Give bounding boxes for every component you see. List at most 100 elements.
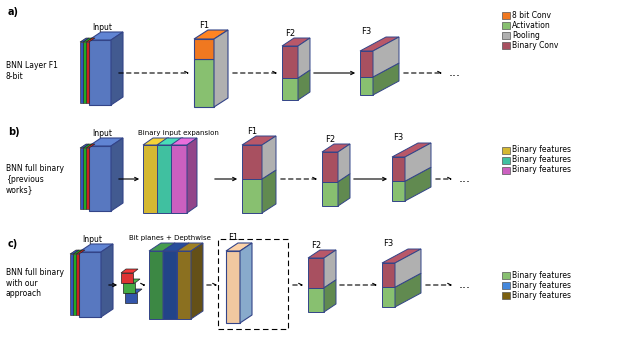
- Bar: [502, 282, 510, 288]
- Text: F3: F3: [361, 27, 371, 36]
- Polygon shape: [177, 251, 191, 319]
- Polygon shape: [163, 243, 175, 319]
- Text: Bit planes + Depthwise: Bit planes + Depthwise: [129, 235, 211, 241]
- Bar: [218, 239, 288, 329]
- Polygon shape: [89, 138, 123, 146]
- Polygon shape: [392, 143, 431, 157]
- Polygon shape: [338, 144, 350, 182]
- Polygon shape: [70, 254, 73, 315]
- Polygon shape: [395, 273, 421, 307]
- Polygon shape: [214, 30, 228, 107]
- Text: ...: ...: [459, 172, 471, 186]
- Polygon shape: [83, 38, 92, 42]
- Polygon shape: [79, 252, 101, 317]
- Polygon shape: [405, 167, 431, 201]
- Polygon shape: [360, 51, 373, 77]
- Polygon shape: [262, 136, 276, 179]
- Polygon shape: [282, 38, 310, 46]
- Text: F2: F2: [311, 241, 321, 250]
- Polygon shape: [324, 280, 336, 312]
- Polygon shape: [298, 70, 310, 100]
- Text: Activation: Activation: [512, 20, 551, 30]
- Polygon shape: [171, 138, 197, 145]
- Polygon shape: [240, 243, 252, 323]
- Polygon shape: [177, 243, 189, 319]
- Text: F3: F3: [383, 240, 393, 248]
- Polygon shape: [322, 182, 338, 206]
- Polygon shape: [308, 258, 324, 288]
- Text: a): a): [8, 7, 19, 17]
- Text: Input: Input: [82, 235, 102, 243]
- Text: BNN full binary
{previous
works}: BNN full binary {previous works}: [6, 164, 64, 194]
- Polygon shape: [89, 146, 111, 211]
- Polygon shape: [173, 138, 183, 213]
- Polygon shape: [80, 38, 89, 42]
- Polygon shape: [80, 42, 83, 103]
- Text: Binary Conv: Binary Conv: [512, 40, 558, 50]
- Polygon shape: [70, 250, 79, 254]
- Text: Binary input expansion: Binary input expansion: [138, 130, 218, 136]
- Polygon shape: [83, 148, 86, 209]
- Text: F1: F1: [199, 20, 209, 30]
- Text: Binary features: Binary features: [512, 281, 571, 290]
- Polygon shape: [123, 283, 135, 293]
- Polygon shape: [121, 273, 133, 283]
- Text: Pooling: Pooling: [512, 30, 540, 40]
- Polygon shape: [86, 38, 95, 42]
- Polygon shape: [242, 145, 262, 179]
- Polygon shape: [143, 145, 159, 213]
- Bar: [502, 11, 510, 19]
- Polygon shape: [157, 145, 173, 213]
- Text: Binary features: Binary features: [512, 271, 571, 280]
- Text: BNN Layer F1
8-bit: BNN Layer F1 8-bit: [6, 61, 58, 81]
- Bar: [502, 166, 510, 174]
- Text: BNN full binary
with our
approach: BNN full binary with our approach: [6, 268, 64, 298]
- Polygon shape: [111, 138, 123, 211]
- Polygon shape: [360, 77, 373, 95]
- Polygon shape: [322, 152, 338, 182]
- Text: Input: Input: [92, 22, 112, 31]
- Polygon shape: [163, 251, 177, 319]
- Text: Binary features: Binary features: [512, 146, 571, 155]
- Bar: [502, 156, 510, 164]
- Polygon shape: [382, 249, 421, 263]
- Polygon shape: [405, 143, 431, 181]
- Bar: [502, 41, 510, 49]
- Polygon shape: [76, 254, 79, 315]
- Bar: [502, 21, 510, 29]
- Polygon shape: [392, 181, 405, 201]
- Polygon shape: [83, 42, 86, 103]
- Polygon shape: [194, 39, 214, 59]
- Polygon shape: [149, 243, 175, 251]
- Polygon shape: [80, 144, 89, 148]
- Text: ...: ...: [459, 278, 471, 292]
- Polygon shape: [194, 30, 228, 39]
- Polygon shape: [242, 179, 262, 213]
- Polygon shape: [149, 251, 163, 319]
- Polygon shape: [382, 263, 395, 287]
- Polygon shape: [163, 243, 189, 251]
- Polygon shape: [125, 289, 142, 293]
- Text: ...: ...: [449, 66, 461, 80]
- Text: c): c): [8, 239, 19, 249]
- Polygon shape: [80, 148, 83, 209]
- Polygon shape: [143, 138, 169, 145]
- Bar: [502, 146, 510, 154]
- Polygon shape: [324, 250, 336, 288]
- Polygon shape: [73, 250, 82, 254]
- Polygon shape: [191, 243, 203, 319]
- Polygon shape: [373, 37, 399, 77]
- Polygon shape: [123, 279, 140, 283]
- Polygon shape: [298, 38, 310, 78]
- Polygon shape: [111, 32, 123, 105]
- Text: Binary features: Binary features: [512, 156, 571, 165]
- Polygon shape: [262, 170, 276, 213]
- Polygon shape: [282, 46, 298, 78]
- Polygon shape: [395, 249, 421, 287]
- Text: Binary features: Binary features: [512, 291, 571, 300]
- Text: F1: F1: [247, 126, 257, 136]
- Polygon shape: [121, 269, 138, 273]
- Polygon shape: [194, 59, 214, 107]
- Polygon shape: [171, 145, 187, 213]
- Polygon shape: [226, 243, 252, 251]
